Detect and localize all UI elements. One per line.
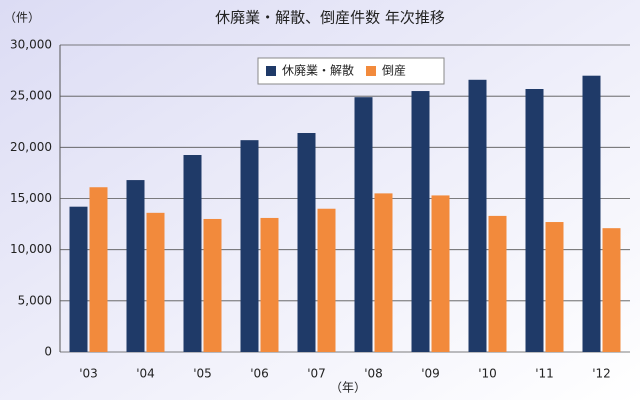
y-tick-label: 10,000: [10, 242, 52, 256]
x-tick-label: '11: [535, 367, 554, 381]
x-tick-label: '05: [193, 367, 212, 381]
bar: [146, 212, 165, 352]
y-tick-label: 20,000: [10, 140, 52, 154]
chart-title: 休廃業・解散、倒産件数 年次推移: [215, 9, 445, 27]
bar: [545, 222, 564, 352]
bar: [468, 79, 487, 352]
bar: [240, 140, 259, 352]
legend-swatch: [366, 66, 376, 76]
legend-swatch: [266, 66, 276, 76]
x-tick-label: '12: [592, 367, 611, 381]
legend-label: 休廃業・解散: [282, 63, 354, 78]
bar: [203, 218, 222, 352]
x-unit: （年）: [330, 381, 366, 395]
bar: [431, 195, 450, 352]
bar: [69, 206, 88, 352]
legend-label: 倒産: [382, 63, 406, 78]
bar: [411, 91, 430, 353]
y-tick-label: 15,000: [10, 191, 52, 205]
x-tick-label: '07: [307, 367, 326, 381]
bar: [374, 193, 393, 352]
x-tick-label: '04: [136, 367, 155, 381]
bar: [260, 217, 279, 352]
x-tick-label: '09: [421, 367, 440, 381]
x-tick-label: '08: [364, 367, 383, 381]
y-tick-label: 30,000: [10, 38, 52, 52]
x-tick-label: '06: [250, 367, 269, 381]
x-tick-label: '03: [79, 367, 98, 381]
y-tick-label: 25,000: [10, 89, 52, 103]
bar: [602, 228, 621, 352]
bar: [354, 97, 373, 352]
bar: [525, 89, 544, 353]
bar: [582, 75, 601, 352]
bar: [89, 187, 108, 352]
bar: [126, 180, 145, 352]
legend-box: [257, 57, 445, 85]
bar: [183, 155, 202, 352]
bar: [488, 215, 507, 352]
x-tick-label: '10: [478, 367, 497, 381]
y-unit: （件）: [4, 11, 40, 25]
y-tick-label: 0: [44, 345, 52, 359]
y-tick-label: 5,000: [18, 293, 52, 307]
bar: [317, 208, 336, 352]
bar: [297, 133, 316, 352]
